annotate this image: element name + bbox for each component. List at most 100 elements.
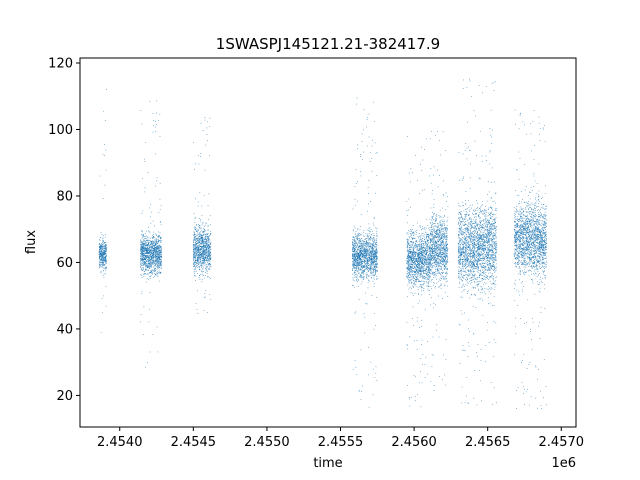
data-point <box>161 262 162 264</box>
data-point <box>205 264 207 266</box>
data-point <box>422 260 424 261</box>
data-point <box>201 273 203 275</box>
data-point <box>354 248 355 249</box>
data-point <box>199 225 200 226</box>
data-point <box>161 237 162 239</box>
data-point <box>155 250 156 252</box>
data-point <box>410 230 412 232</box>
data-point <box>376 266 377 268</box>
data-point <box>102 261 104 263</box>
data-point <box>102 242 103 243</box>
data-point <box>369 242 371 244</box>
data-point <box>147 243 149 245</box>
data-point <box>419 244 421 246</box>
data-point <box>354 204 356 206</box>
data-point <box>365 249 367 250</box>
data-point <box>105 261 106 263</box>
data-point <box>426 245 428 247</box>
data-point <box>371 258 372 260</box>
data-point <box>158 267 160 268</box>
data-point <box>420 269 421 270</box>
data-point <box>420 261 422 263</box>
data-point <box>417 250 419 252</box>
data-point <box>363 253 365 255</box>
data-point <box>157 260 159 262</box>
data-point <box>201 259 203 261</box>
data-point <box>373 241 374 243</box>
data-point <box>194 275 195 277</box>
data-point <box>424 247 426 249</box>
data-point <box>415 242 416 244</box>
data-point <box>361 267 363 269</box>
data-point <box>362 260 363 262</box>
data-point <box>202 254 204 256</box>
data-point <box>372 266 374 268</box>
data-point <box>102 259 104 261</box>
data-point <box>100 250 102 252</box>
data-point <box>407 234 409 235</box>
data-point <box>372 256 373 258</box>
data-point <box>205 257 207 259</box>
data-point <box>149 247 151 249</box>
data-point <box>201 243 203 244</box>
data-point <box>358 245 360 247</box>
data-point <box>144 263 146 265</box>
data-point <box>376 263 378 264</box>
data-point <box>159 261 160 263</box>
data-point <box>156 326 158 328</box>
data-point <box>370 245 372 246</box>
data-point <box>98 252 100 254</box>
data-point <box>146 253 148 254</box>
data-point <box>150 262 152 263</box>
data-point <box>357 271 359 273</box>
data-point <box>421 267 423 268</box>
data-point <box>411 269 412 270</box>
data-point <box>357 255 359 256</box>
data-point <box>365 245 367 246</box>
data-point <box>194 245 196 247</box>
data-point <box>103 255 105 257</box>
data-point <box>356 253 358 255</box>
data-point <box>364 270 366 272</box>
data-point <box>101 255 103 257</box>
data-point <box>101 259 103 261</box>
data-point <box>193 266 194 267</box>
data-point <box>200 156 201 157</box>
data-point <box>408 259 410 260</box>
data-point <box>418 255 419 256</box>
data-point <box>361 277 362 279</box>
data-point <box>413 262 415 264</box>
data-point <box>201 265 203 266</box>
data-point <box>102 154 104 156</box>
data-point <box>198 251 199 253</box>
data-point <box>205 254 207 256</box>
data-point <box>201 241 203 243</box>
data-point <box>202 240 204 242</box>
data-point <box>422 354 424 355</box>
data-point <box>368 257 370 259</box>
data-point <box>142 259 143 260</box>
data-point <box>426 236 427 237</box>
data-point <box>364 254 366 256</box>
data-point <box>360 175 362 177</box>
data-point <box>422 277 424 279</box>
data-point <box>375 254 377 255</box>
data-point <box>416 257 418 259</box>
data-point <box>197 242 199 244</box>
data-point <box>359 245 361 247</box>
data-point <box>153 242 155 243</box>
data-point <box>196 239 198 240</box>
data-point <box>424 253 426 255</box>
data-point <box>409 258 411 260</box>
data-point <box>207 251 209 252</box>
data-point <box>99 253 101 254</box>
data-point <box>357 274 358 276</box>
data-point <box>145 256 147 258</box>
data-point <box>141 257 142 259</box>
data-point <box>198 263 200 265</box>
data-point <box>195 255 197 256</box>
data-point <box>359 267 361 269</box>
data-point <box>354 267 355 269</box>
data-point <box>205 242 206 244</box>
data-point <box>202 262 203 264</box>
